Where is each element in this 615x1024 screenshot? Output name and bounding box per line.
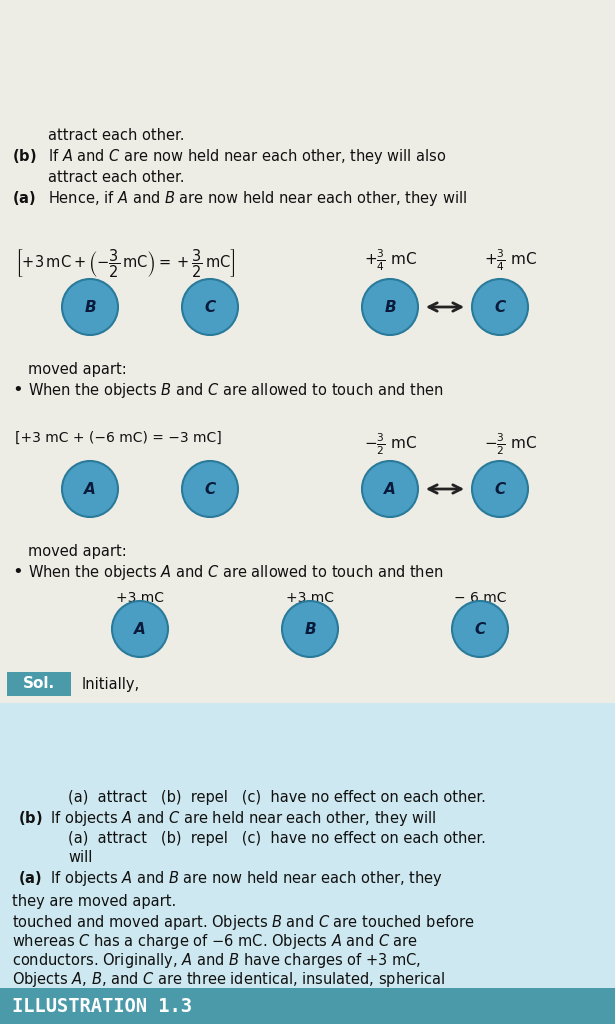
Text: A: A [384, 481, 396, 497]
Text: C: C [204, 299, 216, 314]
Text: •: • [12, 381, 23, 399]
Bar [0, 988, 615, 1024]
Text: C: C [474, 622, 486, 637]
Text: C: C [204, 481, 216, 497]
Text: moved apart:: moved apart: [28, 544, 127, 559]
Text: − 6 mC: − 6 mC [454, 591, 506, 605]
Text: $+\frac{3}{4}$ mC: $+\frac{3}{4}$ mC [483, 247, 536, 272]
Ellipse shape [62, 279, 118, 335]
Ellipse shape [182, 461, 238, 517]
Text: A: A [84, 481, 96, 497]
Text: moved apart:: moved apart: [28, 362, 127, 377]
Text: $\mathbf{(a)}$: $\mathbf{(a)}$ [12, 189, 36, 207]
Text: $-\frac{3}{2}$ mC: $-\frac{3}{2}$ mC [483, 431, 536, 457]
Text: Hence, if $A$ and $B$ are now held near each other, they will: Hence, if $A$ and $B$ are now held near … [48, 189, 467, 208]
Text: A: A [134, 622, 146, 637]
Text: If objects $A$ and $C$ are held near each other, they will: If objects $A$ and $C$ are held near eac… [50, 809, 436, 828]
Text: +3 mC: +3 mC [286, 591, 334, 605]
Text: When the objects $B$ and $C$ are allowed to touch and then: When the objects $B$ and $C$ are allowed… [28, 381, 443, 400]
Ellipse shape [472, 461, 528, 517]
Text: they are moved apart.: they are moved apart. [12, 894, 177, 909]
Text: touched and moved apart. Objects $B$ and $C$ are touched before: touched and moved apart. Objects $B$ and… [12, 913, 474, 932]
Text: ILLUSTRATION 1.3: ILLUSTRATION 1.3 [12, 996, 192, 1016]
Text: $+\frac{3}{4}$ mC: $+\frac{3}{4}$ mC [363, 247, 416, 272]
Text: (a)  attract   (b)  repel   (c)  have no effect on each other.: (a) attract (b) repel (c) have no effect… [68, 790, 486, 805]
Text: attract each other.: attract each other. [48, 128, 184, 143]
Text: C: C [494, 299, 506, 314]
Text: Initially,: Initially, [82, 677, 140, 691]
Text: Objects $A$, $B$, and $C$ are three identical, insulated, spherical: Objects $A$, $B$, and $C$ are three iden… [12, 970, 445, 989]
Text: $-\frac{3}{2}$ mC: $-\frac{3}{2}$ mC [363, 431, 416, 457]
Text: B: B [384, 299, 396, 314]
Ellipse shape [362, 279, 418, 335]
Ellipse shape [452, 601, 508, 657]
Text: $\mathbf{(a)}$: $\mathbf{(a)}$ [18, 869, 42, 887]
Ellipse shape [182, 279, 238, 335]
Text: will: will [68, 850, 92, 865]
Text: $\mathbf{(b)}$: $\mathbf{(b)}$ [18, 809, 42, 827]
Text: B: B [304, 622, 316, 637]
Text: $\mathbf{(b)}$: $\mathbf{(b)}$ [12, 147, 36, 165]
Text: When the objects $A$ and $C$ are allowed to touch and then: When the objects $A$ and $C$ are allowed… [28, 563, 443, 582]
Text: (a)  attract   (b)  repel   (c)  have no effect on each other.: (a) attract (b) repel (c) have no effect… [68, 831, 486, 846]
Text: whereas $C$ has a charge of −6 mC. Objects $A$ and $C$ are: whereas $C$ has a charge of −6 mC. Objec… [12, 932, 418, 951]
Ellipse shape [62, 461, 118, 517]
Text: C: C [494, 481, 506, 497]
Ellipse shape [112, 601, 168, 657]
Text: Sol.: Sol. [23, 677, 55, 691]
Text: [+3 mC + (−6 mC) = −3 mC]: [+3 mC + (−6 mC) = −3 mC] [15, 431, 222, 445]
Text: +3 mC: +3 mC [116, 591, 164, 605]
Ellipse shape [362, 461, 418, 517]
FancyBboxPatch shape [7, 672, 71, 696]
Text: conductors. Originally, $A$ and $B$ have charges of +3 mC,: conductors. Originally, $A$ and $B$ have… [12, 951, 421, 970]
Text: $\left[+3\,\mathrm{mC}+\left(-\dfrac{3}{2}\,\mathrm{mC}\right)=+\dfrac{3}{2}\,\m: $\left[+3\,\mathrm{mC}+\left(-\dfrac{3}{… [15, 247, 236, 280]
Ellipse shape [472, 279, 528, 335]
Bar [0, 703, 615, 988]
Text: attract each other.: attract each other. [48, 170, 184, 185]
Text: B: B [84, 299, 96, 314]
Text: If $A$ and $C$ are now held near each other, they will also: If $A$ and $C$ are now held near each ot… [48, 147, 446, 166]
Ellipse shape [282, 601, 338, 657]
Text: If objects $A$ and $B$ are now held near each other, they: If objects $A$ and $B$ are now held near… [50, 869, 443, 888]
Text: •: • [12, 563, 23, 581]
